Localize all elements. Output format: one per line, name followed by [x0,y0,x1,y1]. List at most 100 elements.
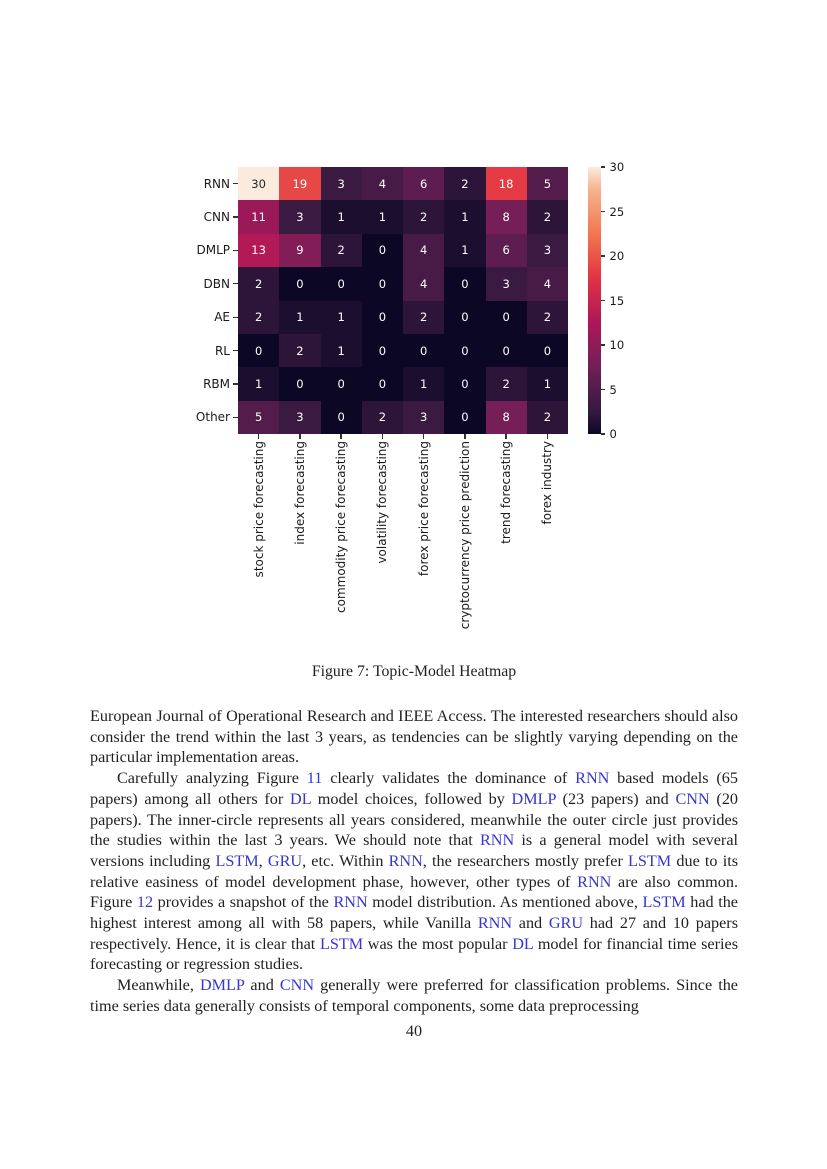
heatmap-cell: 2 [526,200,568,234]
heatmap-cell: 1 [320,200,362,234]
heatmap-cell: 2 [279,333,321,368]
text-segment: and [244,976,280,995]
row-label-rbm: RBM [130,367,238,400]
reference-link[interactable]: GRU [548,914,584,933]
heatmap-cell: 13 [238,233,280,268]
text-segment: is a general model with several versions… [90,831,738,870]
col-label-cell: trend forecasting [486,441,527,544]
col-label-text: stock price forecasting [251,441,266,578]
reference-link[interactable]: 12 [136,893,154,912]
paragraph: European Journal of Operational Research… [90,706,738,768]
heatmap-cell: 4 [361,167,403,201]
row-label-text: DMLP [196,243,230,258]
col-label-cell: forex industry [527,441,568,524]
y-tick-mark [233,216,238,218]
x-tick-mark [299,434,301,439]
heatmap-cell: 4 [526,267,568,301]
text-segment: model for financial time series forecast… [90,934,738,974]
heatmap-cell: 2 [238,267,280,301]
heatmap-cell: 5 [526,167,568,201]
row-label-cnn: CNN [130,200,238,233]
heatmap-cell: 4 [403,233,445,268]
heatmap-cell: 3 [485,267,527,301]
col-label-cell: stock price forecasting [238,441,279,577]
y-tick-mark [233,249,238,252]
row-label-other: Other [130,401,238,434]
reference-link[interactable]: DL [290,789,312,808]
heatmap-cell: 3 [320,167,362,201]
reference-link[interactable]: CNN [279,976,315,995]
reference-link[interactable]: 11 [306,769,323,788]
heatmap-cell: 3 [403,400,445,434]
row-label-text: RBM [203,376,230,391]
y-tick-mark [233,383,238,385]
heatmap-cell: 8 [485,200,527,234]
text-segment: due to its relative easiness of model de… [90,851,738,891]
reference-link[interactable]: DL [512,934,534,953]
heatmap-grid: 30 19 3 4 6 2 18 5 11 3 1 1 2 1 8 2 13 9 2 0 4 1 6 3 2 0 0 0 4 0 3 4 2 1 1… [238,167,568,434]
reference-link[interactable]: LSTM [215,851,259,870]
row-label-text: RNN [203,176,230,191]
heatmap-cell: 11 [238,200,280,234]
paragraph: Carefully analyzing Figure 11 clearly va… [90,768,738,975]
heatmap-cell: 0 [444,400,486,434]
reference-link[interactable]: RNN [577,872,612,891]
text-segment: generally were preferred for classificat… [90,976,738,1015]
heatmap-cell: 0 [238,333,280,368]
text-segment: model distribution. As mentioned above, [367,893,643,912]
heatmap-cell: 1 [279,300,321,334]
text-segment: was the most popular [363,934,513,953]
heatmap-cell: 1 [238,367,280,401]
heatmap-cell: 3 [279,400,321,434]
reference-link[interactable]: GRU [267,851,303,870]
row-label-text: AE [214,310,230,325]
row-label-rl: RL [130,334,238,367]
reference-link[interactable]: DMLP [199,976,245,995]
heatmap-cell: 5 [238,400,280,434]
figure-caption: Figure 7: Topic-Model Heatmap [311,663,517,680]
x-tick-cell [362,434,403,439]
col-label-cell: volatility forecasting [362,441,403,564]
heatmap-cell: 1 [320,300,362,334]
reference-link[interactable]: RNN [333,893,368,912]
reference-link[interactable]: LSTM [628,851,672,870]
heatmap-cell: 2 [485,367,527,401]
heatmap-cell: 0 [444,367,486,401]
reference-link[interactable]: RNN [575,769,610,788]
reference-link[interactable]: DMLP [511,789,556,808]
reference-link[interactable]: CNN [675,789,710,808]
x-tick-mark [505,434,507,439]
heatmap-cell: 8 [485,400,527,434]
heatmap-cell: 19 [279,167,321,201]
x-tick-mark [422,434,425,439]
x-tick-cell [527,434,568,439]
heatmap-cell: 2 [403,200,445,234]
heatmap-cell: 0 [279,267,321,301]
heatmap-cell: 1 [320,333,362,368]
paragraph: Meanwhile, DMLP and CNN generally were p… [90,975,738,1016]
heatmap-cell: 0 [361,367,403,401]
heatmap-cell: 1 [526,367,568,401]
reference-link[interactable]: RNN [479,831,515,850]
reference-link[interactable]: LSTM [642,893,686,912]
heatmap-cell: 0 [485,333,527,368]
text-segment: are also common. Figure [90,872,738,912]
text-segment: (20 papers). The inner-circle represents… [90,789,739,850]
reference-link[interactable]: RNN [477,914,513,933]
text-segment: clearly validates the dominance of [322,769,576,788]
text-segment: based models (65 papers) among all other… [90,769,738,808]
y-tick-mark [233,316,238,318]
heatmap-cell: 0 [320,267,362,301]
heatmap-col-labels: stock price forecasting index forecasting… [238,441,568,629]
x-tick-mark [340,434,342,439]
col-label-text: trend forecasting [499,441,514,544]
heatmap-x-ticks [238,434,568,439]
reference-link[interactable]: LSTM [319,934,364,953]
heatmap-cell: 2 [403,300,445,334]
text-segment: , the researchers mostly prefer [422,851,629,870]
heatmap-row-labels: RNN CNN DMLP DBN AE RL RBM Other [130,167,238,434]
reference-link[interactable]: RNN [388,851,423,870]
heatmap-cell: 2 [526,300,568,334]
row-label-text: CNN [203,210,230,225]
